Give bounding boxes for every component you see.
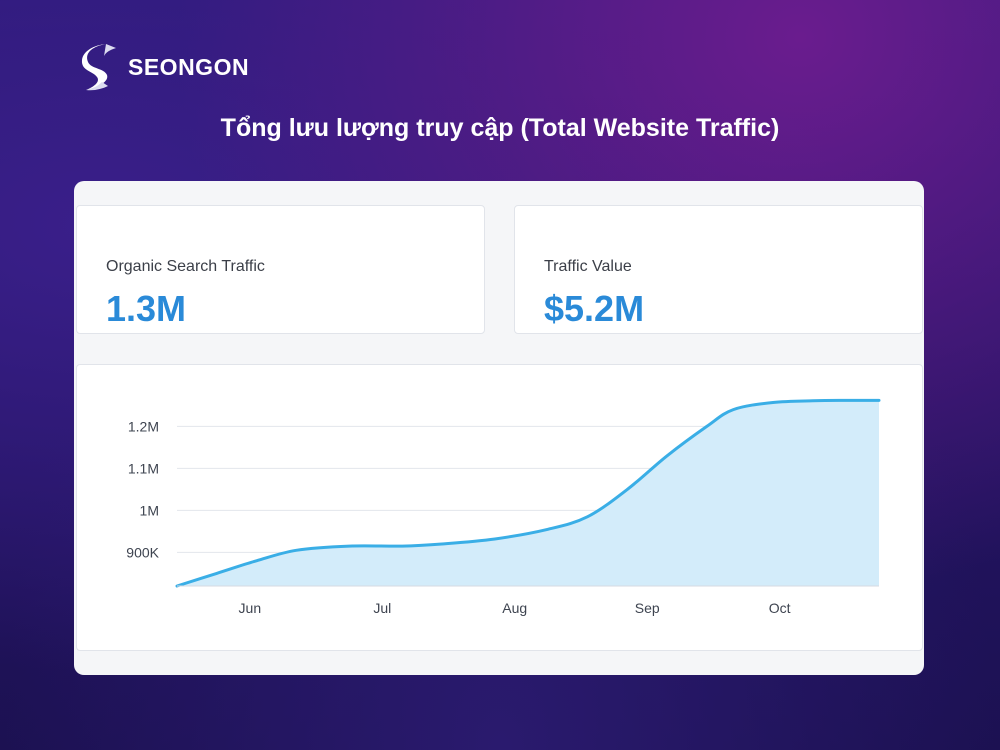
- x-tick-label: Jul: [373, 600, 391, 616]
- x-tick-label: Oct: [769, 600, 791, 616]
- x-tick-label: Jun: [239, 600, 262, 616]
- dashboard-panel: Organic Search Traffic 1.3M Traffic Valu…: [74, 181, 924, 675]
- x-tick-label: Sep: [635, 600, 660, 616]
- traffic-value-label: Traffic Value: [544, 258, 632, 275]
- x-tick-label: Aug: [502, 600, 527, 616]
- traffic-line: [175, 398, 881, 588]
- seongon-logo-icon: [81, 44, 116, 91]
- traffic-chart-card: 1.2M 1.1M 1M 900K Jun Jul Aug Sep Oct: [76, 364, 923, 651]
- organic-traffic-label: Organic Search Traffic: [106, 258, 265, 275]
- page-title: Tổng lưu lượng truy cập (Total Website T…: [220, 114, 780, 142]
- y-axis-ticks: 1.2M 1.1M 1M 900K: [126, 418, 159, 560]
- traffic-area-fill: [177, 400, 879, 586]
- brand-logo: SEONGON: [80, 42, 249, 92]
- traffic-value-value: $5.2M: [544, 288, 645, 329]
- y-tick-label: 900K: [126, 544, 159, 560]
- x-axis-ticks: Jun Jul Aug Sep Oct: [239, 600, 791, 616]
- y-tick-label: 1M: [140, 502, 159, 518]
- organic-traffic-value: 1.3M: [106, 288, 187, 329]
- traffic-chart: 1.2M 1.1M 1M 900K Jun Jul Aug Sep Oct: [126, 398, 881, 616]
- traffic-value-card: Traffic Value $5.2M: [514, 205, 923, 334]
- brand-name: SEONGON: [128, 53, 250, 80]
- y-tick-label: 1.2M: [128, 418, 159, 434]
- y-tick-label: 1.1M: [128, 460, 159, 476]
- organic-traffic-card: Organic Search Traffic 1.3M: [76, 205, 485, 334]
